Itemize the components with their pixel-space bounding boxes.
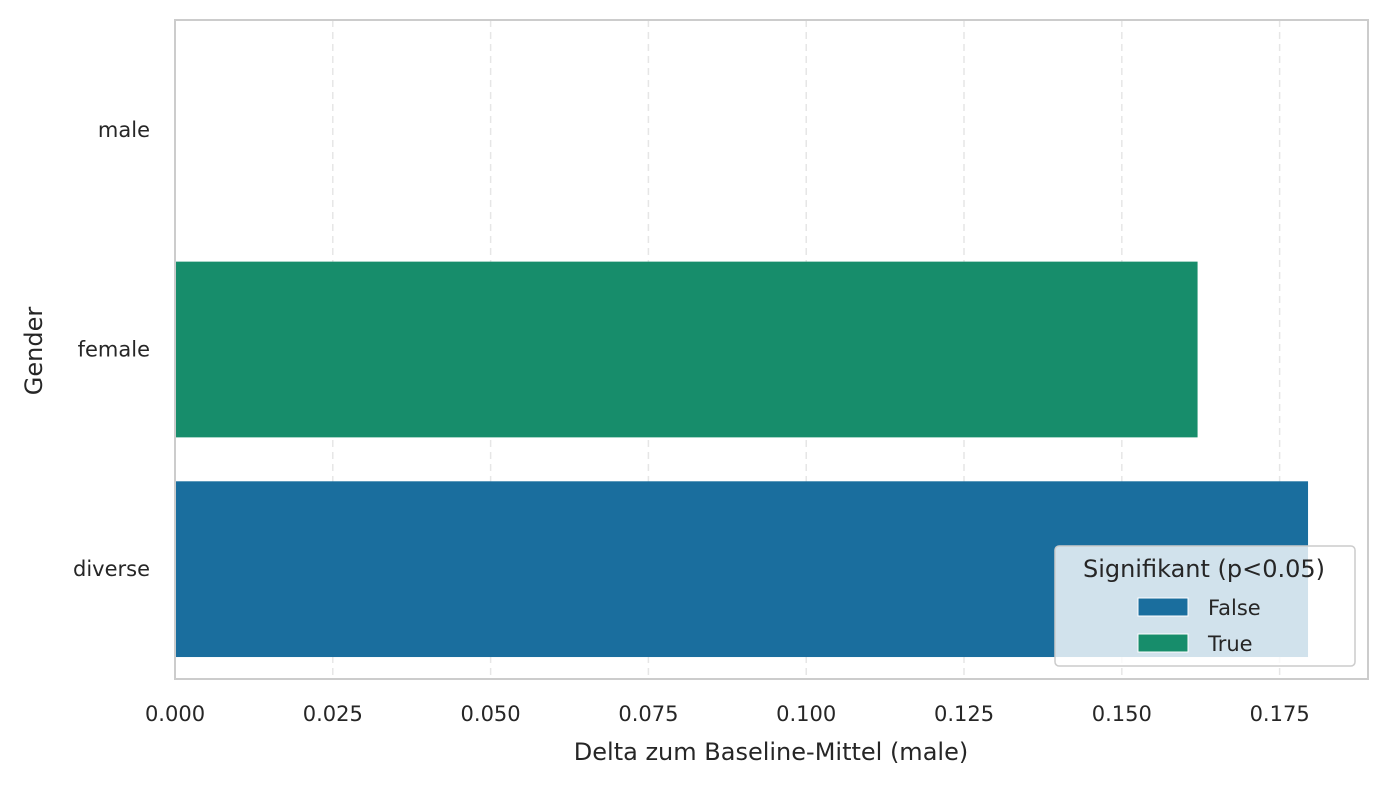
legend-label-true: True [1207, 632, 1253, 656]
bar-female [175, 261, 1198, 438]
y-axis-label: Gender [20, 307, 48, 396]
x-tick-label: 0.100 [776, 702, 836, 726]
legend: Signifikant (p<0.05) False True [1054, 545, 1356, 667]
x-tick-label: 0.125 [934, 702, 994, 726]
x-axis-ticks: 0.000 0.025 0.050 0.075 0.100 0.125 0.150 0.175 [145, 702, 1310, 726]
x-tick-label: 0.050 [461, 702, 521, 726]
x-tick-label: 0.000 [145, 702, 205, 726]
legend-title: Signifikant (p<0.05) [1083, 555, 1325, 583]
plot-frame [174, 19, 1369, 680]
legend-swatch-true [1137, 633, 1189, 653]
x-tick-label: 0.075 [618, 702, 678, 726]
y-tick-label: female [78, 338, 150, 362]
legend-box [1054, 545, 1356, 667]
legend-label-false: False [1208, 596, 1261, 620]
x-tick-label: 0.150 [1092, 702, 1152, 726]
legend-swatch-false [1137, 597, 1189, 617]
x-tick-label: 0.025 [303, 702, 363, 726]
y-tick-label: male [98, 118, 150, 142]
x-tick-label: 0.175 [1250, 702, 1310, 726]
y-axis-ticks: male female diverse [73, 118, 150, 581]
x-axis-label: Delta zum Baseline-Mittel (male) [574, 738, 968, 766]
y-tick-label: diverse [73, 557, 150, 581]
